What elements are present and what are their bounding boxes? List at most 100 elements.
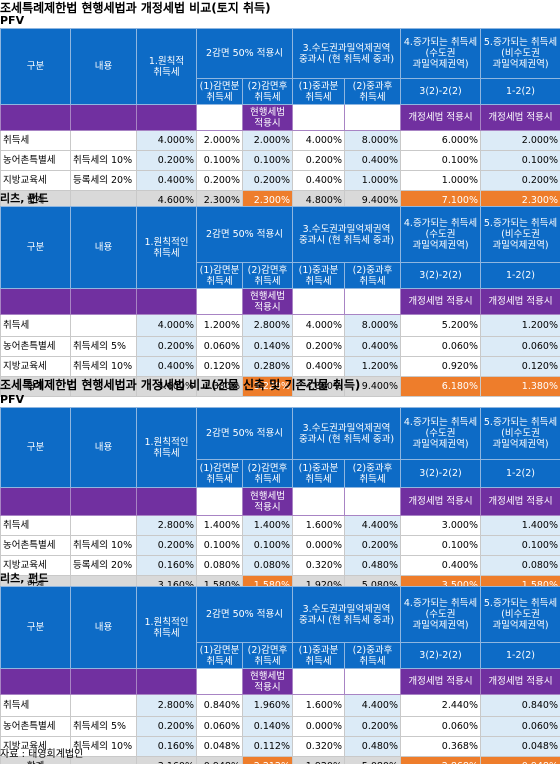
header-col3-sub1: (1)중과분 취득세 <box>292 262 345 289</box>
law-revised-4: 개정세법 적용시 <box>400 104 482 131</box>
law-col1-blank <box>136 668 197 695</box>
cell-s2b: 0.100% <box>242 150 293 171</box>
section-subtitle: 리츠, 펀드 <box>0 572 49 585</box>
cell-c4: 2.440% <box>400 694 482 717</box>
law-gubun-blank <box>0 487 71 516</box>
cell-s2a: 0.048% <box>196 736 243 757</box>
cell-s2a: 2.000% <box>196 130 243 151</box>
cell-s3a: 4.000% <box>292 130 345 151</box>
cell-c4: 7.100% <box>400 190 482 211</box>
header-col3: 3.수도권과밀억제권역 중과시 (현 취득세 중과) <box>291 28 402 79</box>
table-row: 지방교육세 등록세의 20% 0.400% 0.200% 0.200% 0.400% 1.0… <box>0 170 560 191</box>
cell-s2a: 0.948% <box>196 756 243 764</box>
table-row: 취득세 4.000% 1.200% 2.800% 4.000% 8.000% 5.200% 1… <box>0 314 560 337</box>
cell-c4: 2.868% <box>400 756 482 764</box>
cell-s2a: 1.400% <box>196 515 243 536</box>
cell-c5: 0.120% <box>480 356 560 377</box>
cell-gubun: 지방교육세 <box>0 356 71 377</box>
cell-c5: 1.200% <box>480 314 560 337</box>
cell-s2b: 3.220% <box>242 376 293 397</box>
cell-c4: 0.060% <box>400 716 482 737</box>
cell-gubun: 합계 <box>0 190 71 211</box>
header-gubun: 구분 <box>0 206 71 289</box>
cell-s2a: 0.080% <box>196 555 243 576</box>
cell-s3a: 0.400% <box>292 356 345 377</box>
cell-s3a: 0.200% <box>292 150 345 171</box>
law-col1-blank <box>136 288 197 315</box>
header-row-law: 현행세법 적용시 개정세법 적용시 개정세법 적용시 <box>0 288 560 315</box>
header-row-law: 현행세법 적용시 개정세법 적용시 개정세법 적용시 <box>0 104 560 131</box>
section-title: 조세특례제한법 현행세법과 개정세법 비교(토지 취득) <box>0 1 271 15</box>
law-col2-blank <box>196 104 243 131</box>
cell-s3b: 8.000% <box>343 130 402 151</box>
section-subtitle: PFV <box>0 14 25 27</box>
cell-s3b: 0.200% <box>343 535 402 556</box>
cell-c1: 4.000% <box>136 314 197 337</box>
law-gubun-blank <box>0 288 71 315</box>
table-row: 농어촌특별세 취득세의 10% 0.200% 0.100% 0.100% 0.200% 0.… <box>0 150 560 171</box>
header-col5-formula: 1-2(2) <box>480 78 560 105</box>
header-col4-formula: 3(2)-2(2) <box>400 78 482 105</box>
table-row: 농어촌특별세 취득세의 5% 0.200% 0.060% 0.140% 0.200% 0.4… <box>0 336 560 357</box>
cell-s2b: 0.140% <box>242 716 293 737</box>
header-col3: 3.수도권과밀억제권역 중과시 (현 취득세 중과) <box>291 407 402 460</box>
cell-naeyong <box>70 376 137 397</box>
cell-c5: 2.000% <box>480 130 560 151</box>
cell-s2b: 0.100% <box>242 535 293 556</box>
law-col1-blank <box>136 104 197 131</box>
cell-c4: 3.000% <box>400 515 482 536</box>
cell-c1: 0.200% <box>136 535 197 556</box>
table-row: 취득세 2.800% 0.840% 1.960% 1.600% 4.400% 2.440% 0… <box>0 694 560 717</box>
header-col3-sub2: (2)중과후 취득세 <box>343 262 402 289</box>
law-col3-blank <box>292 104 345 131</box>
cell-s3b: 8.000% <box>343 314 402 337</box>
header-col5: 5.증가되는 취득세 (비수도권 과밀억제권역) <box>480 28 560 79</box>
law-col2-blank <box>196 668 243 695</box>
cell-s2a: 0.100% <box>196 535 243 556</box>
header-col2: 2감면 50% 적용시 <box>196 586 293 643</box>
cell-naeyong: 취득세의 10% <box>70 150 137 171</box>
header-col1: 1.원칙적인 취득세 <box>136 206 197 289</box>
cell-naeyong <box>70 130 137 151</box>
law-current: 현행세법 적용시 <box>242 487 293 516</box>
table-row: 지방교육세 취득세의 10% 0.400% 0.120% 0.280% 0.400% 1.2… <box>0 356 560 377</box>
cell-s2a: 0.060% <box>196 336 243 357</box>
header-col2: 2감면 50% 적용시 <box>196 407 293 460</box>
header-col2: 2감면 50% 적용시 <box>196 206 293 263</box>
cell-s3b: 4.400% <box>343 694 402 717</box>
cell-c1: 0.400% <box>136 356 197 377</box>
cell-s2b: 0.080% <box>242 555 293 576</box>
cell-s2a: 2.300% <box>196 190 243 211</box>
sum-row: 합계 4.600% 1.380% 3.220% 4.800% 9.400% 6.180% 1.… <box>0 376 560 397</box>
cell-gubun: 취득세 <box>0 515 71 536</box>
cell-c5: 0.948% <box>480 756 560 764</box>
cell-gubun: 농어촌특별세 <box>0 716 71 737</box>
cell-c1: 0.200% <box>136 336 197 357</box>
cell-c5: 0.060% <box>480 336 560 357</box>
header-col3-sub2: (2)중과후 취득세 <box>343 459 402 488</box>
law-current: 현행세법 적용시 <box>242 668 293 695</box>
cell-s3a: 1.600% <box>292 694 345 717</box>
header-row-main: 구분 내용 1.원칙적인 취득세 2감면 50% 적용시 3.수도권과밀억제권역 중과시… <box>0 407 560 488</box>
cell-s3b: 0.400% <box>343 336 402 357</box>
law-revised-5: 개정세법 적용시 <box>480 668 560 695</box>
header-gubun: 구분 <box>0 407 71 488</box>
cell-s2a: 0.120% <box>196 356 243 377</box>
cell-s2b: 0.140% <box>242 336 293 357</box>
cell-s2b: 2.800% <box>242 314 293 337</box>
table-row: 지방교육세 취득세의 10% 0.160% 0.048% 0.112% 0.320% 0.4… <box>0 736 560 757</box>
header-col5: 5.증가되는 취득세 (비수도권 과밀억제권역) <box>480 586 560 643</box>
cell-s3a: 1.920% <box>292 756 345 764</box>
header-col2-sub1: (1)감면분 취득세 <box>196 642 243 669</box>
cell-c4: 5.200% <box>400 314 482 337</box>
law-naeyong-blank <box>70 288 137 315</box>
cell-c4: 6.180% <box>400 376 482 397</box>
cell-c5: 0.840% <box>480 694 560 717</box>
cell-c1: 4.000% <box>136 130 197 151</box>
law-gubun-blank <box>0 668 71 695</box>
cell-c5: 0.080% <box>480 555 560 576</box>
law-col3b-blank <box>343 487 402 516</box>
cell-s2b: 2.212% <box>242 756 293 764</box>
cell-c4: 0.100% <box>400 535 482 556</box>
header-col2-sub2: (2)감면후 취득세 <box>242 642 293 669</box>
